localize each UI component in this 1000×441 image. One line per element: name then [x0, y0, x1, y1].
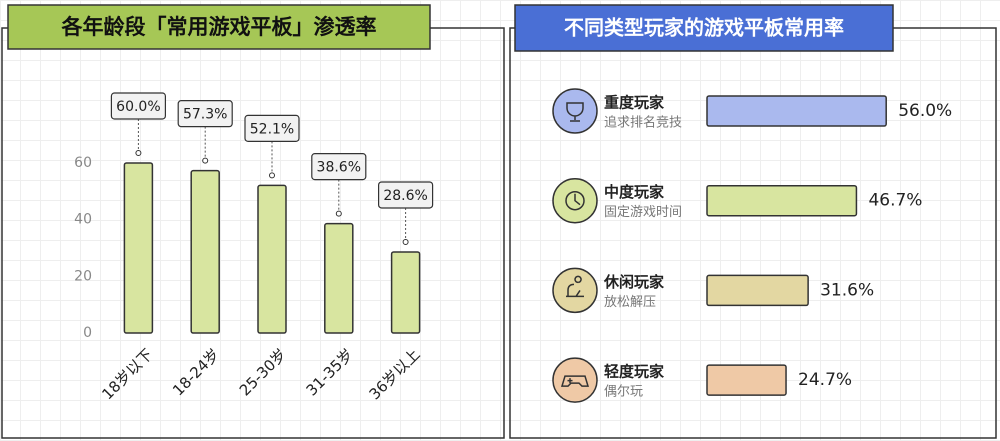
leader-dot	[135, 150, 142, 156]
x-tick-label: 36岁以上	[366, 345, 424, 403]
value-label: 24.7%	[798, 370, 852, 390]
category-description: 追求排名竞技	[604, 115, 682, 131]
y-tick-label: 20	[74, 268, 92, 284]
bar	[706, 274, 809, 307]
value-label-box	[244, 114, 300, 142]
x-tick-label: 25-30岁	[236, 345, 290, 399]
category-label: 轻度玩家	[604, 363, 664, 381]
bar	[706, 364, 787, 396]
value-label-box	[378, 181, 434, 209]
bar	[706, 95, 887, 127]
value-label: 46.7%	[868, 191, 922, 211]
leader-dot	[335, 210, 342, 217]
value-label: 28.6%	[383, 188, 427, 204]
bar	[123, 162, 154, 334]
leader-dot	[402, 238, 409, 245]
leader-dot	[202, 157, 209, 164]
bar	[190, 169, 220, 334]
category-label: 中度玩家	[604, 183, 664, 201]
value-label: 56.0%	[898, 101, 952, 121]
category-label: 休闲玩家	[603, 273, 664, 291]
bar	[324, 222, 354, 334]
value-label-box	[177, 100, 233, 128]
left-title-box	[7, 4, 431, 50]
icon-circle	[552, 88, 598, 134]
y-tick-label: 60	[74, 155, 92, 171]
bar	[257, 184, 287, 334]
right-title-box	[514, 4, 894, 52]
bar	[390, 251, 421, 334]
value-label-box	[311, 153, 367, 181]
x-tick-label: 18岁以下	[98, 345, 156, 403]
value-label: 57.3%	[183, 107, 227, 123]
x-tick-label: 31-35岁	[303, 345, 357, 399]
icon	[566, 102, 584, 122]
y-tick-label: 0	[83, 325, 92, 341]
icon	[566, 275, 584, 298]
icon	[565, 190, 585, 211]
value-label: 52.1%	[250, 121, 294, 137]
category-description: 固定游戏时间	[604, 205, 682, 220]
chart-title: 不同类型玩家的游戏平板常用率	[564, 16, 844, 40]
value-label: 38.6%	[317, 160, 361, 176]
value-label: 60.0%	[116, 99, 160, 115]
bar	[706, 184, 858, 217]
icon-circle	[552, 357, 598, 403]
value-label: 31.6%	[820, 280, 874, 300]
value-label-box	[110, 92, 167, 120]
category-label: 重度玩家	[604, 94, 664, 112]
icon	[560, 375, 590, 387]
category-description: 放松解压	[604, 295, 656, 310]
icon-circle	[552, 267, 598, 314]
x-tick-label: 18-24岁	[169, 345, 223, 399]
y-tick-label: 40	[74, 212, 92, 228]
chart-title: 各年龄段「常用游戏平板」渗透率	[61, 15, 377, 39]
leader-dot	[269, 172, 275, 179]
category-description: 偶尔玩	[604, 385, 643, 400]
